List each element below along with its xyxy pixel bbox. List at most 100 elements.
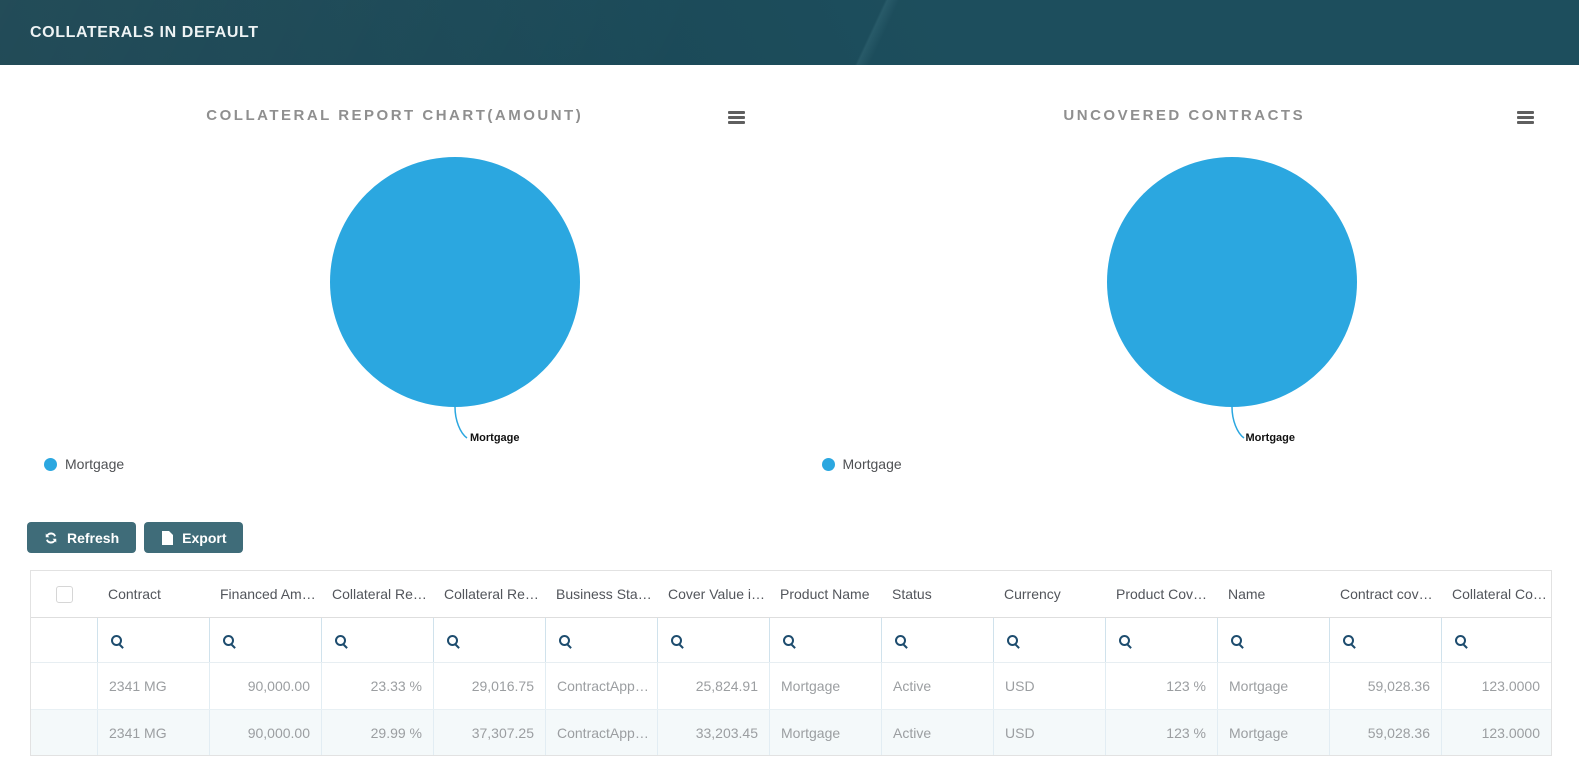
pie-label-leader-line [454,406,468,439]
refresh-icon [45,531,57,544]
export-button-label: Export [182,529,227,546]
filter-status[interactable] [881,618,993,662]
cell-cover-value: 25,824.91 [657,663,769,709]
cell-financed-amount: 90,000.00 [209,710,321,755]
chart-menu-hamburger-icon[interactable] [727,111,745,126]
search-icon [671,634,682,646]
table-row[interactable]: 2341 MG 90,000.00 29.99 % 37,307.25 Cont… [31,709,1551,755]
refresh-button[interactable]: Refresh [27,522,137,553]
charts-row: COLLATERAL REPORT CHART(AMOUNT) Mortgage… [0,65,1579,500]
filter-contract[interactable] [97,618,209,662]
refresh-button-label: Refresh [67,529,120,546]
search-icon [1119,634,1130,646]
chart-panel-collateral-report: COLLATERAL REPORT CHART(AMOUNT) Mortgage… [0,65,790,500]
filter-collateral-req-pct[interactable] [321,618,433,662]
cell-collateral-coverage: 123.0000 [1441,710,1551,755]
search-icon [335,634,346,646]
search-icon [559,634,570,646]
cell-collateral-coverage: 123.0000 [1441,663,1551,709]
cell-business-status: ContractApp… [545,710,657,755]
cell-business-status: ContractApp… [545,663,657,709]
search-icon [447,634,458,646]
search-icon [895,634,906,646]
legend-item-mortgage[interactable]: Mortgage [44,456,124,472]
legend-marker-icon [821,457,835,471]
filter-name[interactable] [1217,618,1329,662]
column-header-collateral-req-pct[interactable]: Collateral Re… [332,586,427,602]
filter-financed-amount[interactable] [209,618,321,662]
select-all-checkbox[interactable] [55,585,73,603]
grid-header-row: Contract Financed Am… Collateral Re… Col… [31,571,1551,618]
cell-cover-value: 33,203.45 [657,710,769,755]
cell-product-name: Mortgage [769,663,881,709]
page-title: COLLATERALS IN DEFAULT [30,23,259,41]
cell-name: Mortgage [1217,663,1329,709]
filter-product-coverage[interactable] [1105,618,1217,662]
chart-title: UNCOVERED CONTRACTS [1063,107,1306,124]
chart-title: COLLATERAL REPORT CHART(AMOUNT) [206,107,584,124]
column-header-status[interactable]: Status [892,586,932,602]
cell-contract-coverage: 59,028.36 [1329,710,1441,755]
search-icon [223,634,234,646]
grid-toolbar: Refresh Export [27,522,1579,553]
pie-chart[interactable] [1106,157,1357,407]
cell-collateral-req-pct: 29.99 % [321,710,433,755]
cell-collateral-req: 29,016.75 [433,663,545,709]
search-icon [783,634,794,646]
cell-name: Mortgage [1217,710,1329,755]
cell-contract: 2341 MG [97,710,209,755]
grid-filter-row [31,618,1551,663]
search-icon [111,634,122,646]
cell-currency: USD [993,663,1105,709]
column-header-cover-value[interactable]: Cover Value i… [668,586,766,602]
column-header-financed-amount[interactable]: Financed Am… [220,586,316,602]
search-icon [1455,634,1466,646]
cell-currency: USD [993,710,1105,755]
chart-menu-hamburger-icon[interactable] [1517,111,1534,126]
data-grid: Contract Financed Am… Collateral Re… Col… [30,570,1552,756]
legend-label: Mortgage [65,456,125,472]
export-file-icon [162,530,174,545]
legend-marker-icon [44,457,57,471]
column-header-product-name[interactable]: Product Name [780,586,870,602]
column-header-business-status[interactable]: Business Sta… [556,586,652,602]
pie-label-leader-line [1230,406,1244,439]
filter-cover-value[interactable] [657,618,769,662]
cell-status: Active [881,663,993,709]
column-header-contract[interactable]: Contract [108,586,161,602]
filter-currency[interactable] [993,618,1105,662]
filter-collateral-coverage[interactable] [1441,618,1551,662]
chart-panel-uncovered-contracts: UNCOVERED CONTRACTS Mortgage Mortgage [790,65,1579,500]
export-button[interactable]: Export [144,522,244,553]
cell-financed-amount: 90,000.00 [209,663,321,709]
pie-slice-label: Mortgage [1245,432,1296,444]
filter-product-name[interactable] [769,618,881,662]
column-header-product-coverage[interactable]: Product Cov… [1116,586,1208,602]
pie-slice-label: Mortgage [470,432,520,444]
cell-product-coverage: 123 % [1105,710,1217,755]
column-header-collateral-coverage[interactable]: Collateral Co… [1452,586,1547,602]
cell-contract-coverage: 59,028.36 [1329,663,1441,709]
search-icon [1007,634,1018,646]
column-header-collateral-req[interactable]: Collateral Re… [444,586,539,602]
search-icon [1231,634,1242,646]
legend-item-mortgage[interactable]: Mortgage [821,456,902,472]
filter-contract-coverage[interactable] [1329,618,1441,662]
column-header-name[interactable]: Name [1228,586,1266,602]
cell-contract: 2341 MG [97,663,209,709]
cell-status: Active [881,710,993,755]
filter-collateral-req[interactable] [433,618,545,662]
cell-product-name: Mortgage [769,710,881,755]
cell-product-coverage: 123 % [1105,663,1217,709]
table-row[interactable]: 2341 MG 90,000.00 23.33 % 29,016.75 Cont… [31,663,1551,709]
column-header-currency[interactable]: Currency [1004,586,1061,602]
legend-label: Mortgage [842,456,902,472]
search-icon [1343,634,1354,646]
column-header-contract-coverage[interactable]: Contract cov… [1340,586,1433,602]
pie-chart[interactable] [330,157,580,407]
filter-business-status[interactable] [545,618,657,662]
cell-collateral-req: 37,307.25 [433,710,545,755]
select-all-cell [31,585,97,603]
cell-collateral-req-pct: 23.33 % [321,663,433,709]
app-header: COLLATERALS IN DEFAULT [0,0,1579,65]
